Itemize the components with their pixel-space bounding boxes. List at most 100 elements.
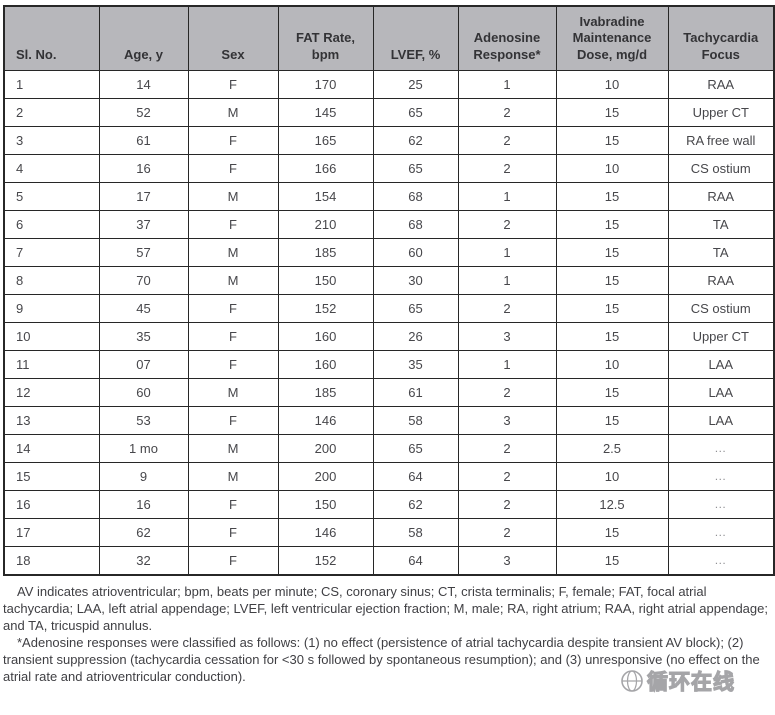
table-cell: 150 — [277, 265, 374, 295]
table-cell: M — [187, 237, 279, 267]
table-cell: 57 — [98, 237, 189, 267]
table-row: 8 70 M 150 30 1 15 RAA — [3, 265, 775, 295]
table-cell: … — [667, 461, 775, 491]
table-cell: 185 — [277, 377, 374, 407]
table-cell: 25 — [372, 69, 459, 99]
table-cell: 3 — [457, 321, 557, 351]
table-cell: 64 — [372, 545, 459, 575]
table-cell: … — [667, 489, 775, 519]
table-cell: 185 — [277, 237, 374, 267]
table-cell: F — [187, 153, 279, 183]
table-cell: 61 — [98, 125, 189, 155]
table-row: 16 16 F 150 62 2 12.5… — [3, 489, 775, 519]
table-row: 4 16 F 166 65 2 10 CS ostium — [3, 153, 775, 183]
table-cell: 37 — [98, 209, 189, 239]
table-cell: 11 — [3, 349, 100, 379]
table-cell: CS ostium — [667, 153, 775, 183]
table-cell: 2 — [457, 153, 557, 183]
table-cell: 152 — [277, 293, 374, 323]
table-cell: 200 — [277, 433, 374, 463]
table-cell: M — [187, 377, 279, 407]
table-cell: 65 — [372, 97, 459, 127]
table-row: 9 45 F 152 65 2 15 CS ostium — [3, 293, 775, 323]
table-cell: 2 — [457, 433, 557, 463]
table-cell: 2 — [457, 517, 557, 547]
table-cell: 1 — [457, 349, 557, 379]
table-cell: Upper CT — [667, 321, 775, 351]
table-cell: 32 — [98, 545, 189, 575]
table-cell: 15 — [3, 461, 100, 491]
table-cell: 1 mo — [98, 433, 189, 463]
table-row: 6 37 F 210 68 2 15 TA — [3, 209, 775, 239]
table-cell: 65 — [372, 433, 459, 463]
table-cell: 13 — [3, 405, 100, 435]
table-cell: M — [187, 97, 279, 127]
table-cell: RAA — [667, 69, 775, 99]
table-cell: 170 — [277, 69, 374, 99]
table-cell: 154 — [277, 181, 374, 211]
table-head: Sl. No. Age, y Sex FAT Rate, bpm LVEF, % Aden… — [3, 5, 775, 71]
table-cell: 68 — [372, 209, 459, 239]
table-cell: RAA — [667, 265, 775, 295]
footnote-abbreviations: AV indicates atrioventricular; bpm, beat… — [3, 583, 768, 633]
table-cell: 165 — [277, 125, 374, 155]
table-row: 2 52 M 145 65 2 15 Upper CT — [3, 97, 775, 127]
table-cell: 15 — [555, 517, 669, 547]
table-cell: 70 — [98, 265, 189, 295]
table-cell: 53 — [98, 405, 189, 435]
table-cell: 2 — [457, 293, 557, 323]
table-cell: F — [187, 545, 279, 575]
table-cell: 4 — [3, 153, 100, 183]
table-cell: F — [187, 489, 279, 519]
table-cell: 68 — [372, 181, 459, 211]
table-cell: 58 — [372, 517, 459, 547]
footnote-adenosine: *Adenosine responses were classified as … — [3, 634, 760, 684]
table-cell: F — [187, 209, 279, 239]
column-header: Sex — [187, 5, 279, 71]
table-row: 17 62 F 146 58 2 15… — [3, 517, 775, 547]
table-row: 18 32 F 152 64 3 15… — [3, 545, 775, 575]
table-cell: 9 — [3, 293, 100, 323]
table-cell: TA — [667, 209, 775, 239]
table-cell: 18 — [3, 545, 100, 575]
column-header: FAT Rate, bpm — [277, 5, 374, 71]
table-cell: 35 — [98, 321, 189, 351]
table-cell: 152 — [277, 545, 374, 575]
table-cell: 160 — [277, 321, 374, 351]
table-cell: 52 — [98, 97, 189, 127]
table-cell: 15 — [555, 293, 669, 323]
table-container: Sl. No. Age, y Sex FAT Rate, bpm LVEF, % Aden… — [3, 5, 775, 576]
table-cell: 12.5 — [555, 489, 669, 519]
table-cell: 58 — [372, 405, 459, 435]
table-row: 15 9 M 200 64 2 10… — [3, 461, 775, 491]
table-cell: 65 — [372, 153, 459, 183]
table-cell: 2 — [457, 377, 557, 407]
table-cell: 6 — [3, 209, 100, 239]
table-cell: 9 — [98, 461, 189, 491]
table-cell: 65 — [372, 293, 459, 323]
table-cell: 145 — [277, 97, 374, 127]
table-cell: 1 — [457, 265, 557, 295]
table-cell: 1 — [3, 69, 100, 99]
table-cell: 62 — [98, 517, 189, 547]
table-cell: 10 — [3, 321, 100, 351]
table-cell: 166 — [277, 153, 374, 183]
table-cell: 1 — [457, 237, 557, 267]
header-row: Sl. No. Age, y Sex FAT Rate, bpm LVEF, % Aden… — [3, 5, 775, 71]
table-cell: 1 — [457, 69, 557, 99]
column-header: Adenosine Response* — [457, 5, 557, 71]
table-row: 11 07 F 160 35 1 10 LAA — [3, 349, 775, 379]
table-cell: 15 — [555, 321, 669, 351]
table-cell: 15 — [555, 265, 669, 295]
table-cell: 2.5 — [555, 433, 669, 463]
table-cell: F — [187, 349, 279, 379]
table-cell: 2 — [457, 209, 557, 239]
table-cell: 200 — [277, 461, 374, 491]
table-cell: 15 — [555, 125, 669, 155]
table-row: 5 17 M 154 68 1 15 RAA — [3, 181, 775, 211]
column-header: Tachycardia Focus — [667, 5, 775, 71]
table-row: 7 57 M 185 60 1 15 TA — [3, 237, 775, 267]
table-cell: 15 — [555, 181, 669, 211]
table-row: 10 35 F 160 26 3 15 Upper CT — [3, 321, 775, 351]
